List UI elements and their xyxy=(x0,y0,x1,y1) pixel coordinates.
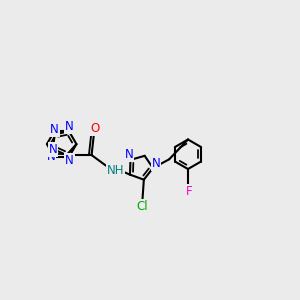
Text: N: N xyxy=(65,120,74,133)
Text: N: N xyxy=(50,123,59,136)
Text: N: N xyxy=(49,142,57,156)
Text: N: N xyxy=(46,150,55,164)
Text: O: O xyxy=(91,122,100,135)
Text: F: F xyxy=(186,185,193,198)
Text: N: N xyxy=(124,148,134,161)
Text: N: N xyxy=(152,157,160,170)
Text: N: N xyxy=(65,154,74,167)
Text: Cl: Cl xyxy=(136,200,148,213)
Text: NH: NH xyxy=(106,164,124,177)
